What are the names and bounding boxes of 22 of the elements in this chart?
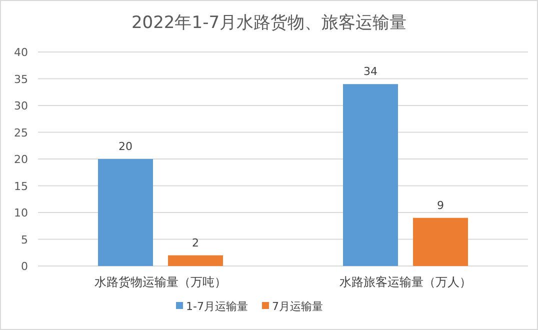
x-tick-label: 水路货物运输量（万吨） — [94, 275, 226, 289]
data-label: 9 — [437, 198, 444, 212]
y-tick-label: 40 — [14, 46, 28, 59]
y-tick-label: 0 — [21, 260, 28, 273]
bar — [168, 255, 223, 266]
y-tick-label: 25 — [14, 126, 28, 140]
y-tick-label: 5 — [21, 233, 28, 246]
chart-title: 2022年1-7月水路货物、旅客运输量 — [131, 13, 407, 33]
y-tick-label: 15 — [14, 180, 28, 193]
data-label: 2 — [192, 236, 199, 250]
data-label: 34 — [364, 65, 378, 78]
y-tick-label: 20 — [14, 153, 28, 166]
legend-label: 1-7月运输量 — [186, 300, 248, 313]
data-label: 20 — [118, 140, 132, 153]
y-tick-label: 30 — [14, 100, 28, 112]
x-tick-label: 水路旅客运输量（万人） — [340, 275, 472, 289]
bar — [98, 159, 153, 266]
y-tick-label: 10 — [14, 206, 28, 220]
bar — [343, 84, 398, 266]
bar — [413, 218, 468, 266]
legend-label: 7月运输量 — [272, 300, 323, 313]
y-tick-label: 35 — [14, 72, 28, 86]
